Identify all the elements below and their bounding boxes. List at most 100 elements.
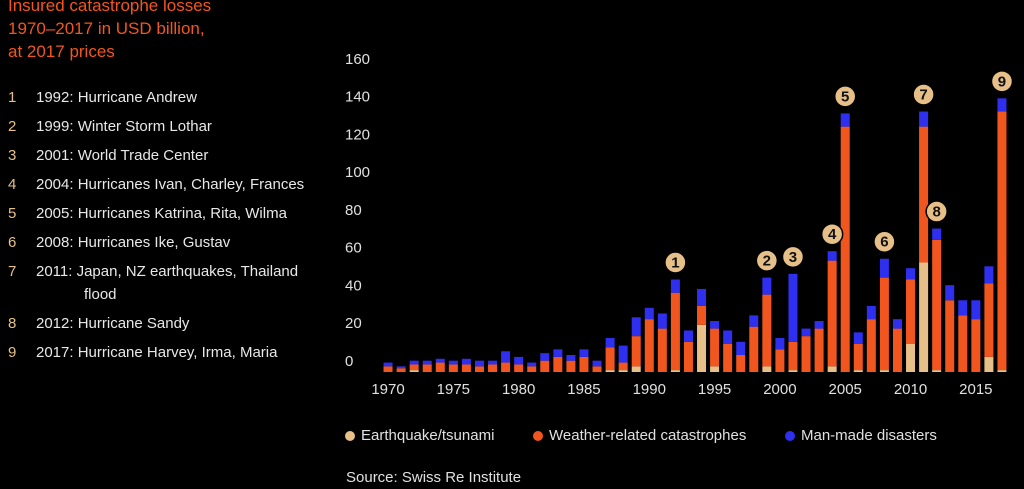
bar-segment xyxy=(592,366,602,372)
event-number: 3 xyxy=(8,147,17,164)
bar-segment xyxy=(866,305,876,320)
bar-segment xyxy=(461,358,471,365)
legend-label: Earthquake/tsunami xyxy=(361,427,494,444)
bar-segment xyxy=(945,300,955,372)
bar-segment xyxy=(644,319,654,372)
y-tick-label: 160 xyxy=(345,51,370,68)
bar-segment xyxy=(422,360,432,365)
title-line: at 2017 prices xyxy=(8,42,115,61)
bar-segment xyxy=(827,366,837,372)
bar-segment xyxy=(906,268,916,280)
bar-segment xyxy=(527,362,537,367)
bar-segment xyxy=(605,338,615,348)
legend-swatch xyxy=(345,431,355,441)
bar-segment xyxy=(997,370,1007,372)
bar-segment xyxy=(723,330,733,344)
event-text: 1992: Hurricane Andrew xyxy=(36,89,197,106)
bar-segment xyxy=(592,360,602,367)
y-tick-label: 100 xyxy=(345,164,370,181)
bar-segment xyxy=(409,364,419,371)
bar-segment xyxy=(566,355,576,361)
x-tick-label: 1975 xyxy=(437,381,470,398)
bar-segment xyxy=(840,126,850,372)
bar-segment xyxy=(618,362,628,371)
title: Insured catastrophe losses 1970–2017 in U… xyxy=(8,0,211,63)
bar-segment xyxy=(801,328,811,337)
event-text: 2001: World Trade Center xyxy=(36,147,209,164)
event-item: 9 2017: Hurricane Harvey, Irma, Maria xyxy=(8,341,318,364)
annotation-label: 9 xyxy=(998,73,1006,90)
bar-segment xyxy=(488,364,498,372)
bar-segment xyxy=(801,336,811,372)
y-tick-label: 120 xyxy=(345,126,370,143)
y-tick-label: 140 xyxy=(345,89,370,106)
bar-segment xyxy=(932,370,942,372)
annotation-label: 8 xyxy=(932,204,940,221)
annotation-marker xyxy=(990,70,1014,93)
bar-segment xyxy=(697,324,707,372)
bar-segment xyxy=(631,317,641,337)
bar-segment xyxy=(958,300,968,316)
annotation-label: 7 xyxy=(919,86,927,103)
bar-segment xyxy=(788,370,798,372)
bar-segment xyxy=(697,288,707,306)
bar-segment xyxy=(605,370,615,372)
event-item: 5 2005: Hurricanes Katrina, Rita, Wilma xyxy=(8,202,318,225)
x-tick-label: 1980 xyxy=(502,381,535,398)
x-tick-label: 2005 xyxy=(829,381,862,398)
event-number: 9 xyxy=(8,344,17,361)
bar-segment xyxy=(892,328,902,372)
event-number: 1 xyxy=(8,89,17,106)
event-item: 4 2004: Hurricanes Ivan, Charley, Frances xyxy=(8,173,318,196)
bar-segment xyxy=(984,356,994,372)
legend-swatch xyxy=(533,431,543,441)
event-number: 2 xyxy=(8,118,17,135)
event-item: 2 1999: Winter Storm Lothar xyxy=(8,115,318,138)
bar-segment xyxy=(514,364,524,372)
bar-segment xyxy=(422,364,432,372)
event-text: 2012: Hurricane Sandy xyxy=(36,315,190,332)
bar-segment xyxy=(448,360,458,365)
legend-label: Weather-related catastrophes xyxy=(549,427,746,444)
bar-segment xyxy=(579,349,589,357)
bar-segment xyxy=(553,349,563,357)
bar-segment xyxy=(919,126,929,263)
bar-segment xyxy=(631,336,641,367)
bar-segment xyxy=(971,319,981,372)
bar-segment xyxy=(644,307,654,320)
bar-segment xyxy=(906,279,916,344)
bar-segment xyxy=(853,370,863,372)
bar-segment xyxy=(697,305,707,325)
bar-segment xyxy=(657,313,667,329)
bar-segment xyxy=(501,362,511,372)
bar-segment xyxy=(383,362,393,367)
bar-segment xyxy=(879,258,889,278)
annotation-marker xyxy=(820,222,844,246)
bar-segment xyxy=(762,366,772,372)
y-tick-label: 20 xyxy=(345,315,362,332)
bar-segment xyxy=(514,356,524,365)
bar-segment xyxy=(762,277,772,295)
event-item: 3 2001: World Trade Center xyxy=(8,144,318,167)
bar-segment xyxy=(448,364,458,372)
bar-segment xyxy=(540,360,550,372)
bar-segment xyxy=(683,330,693,342)
bar-segment xyxy=(383,366,393,372)
event-number: 6 xyxy=(8,234,17,251)
bar-segment xyxy=(618,345,628,363)
source: Source: Swiss Re Institute xyxy=(346,469,521,486)
event-text: 1999: Winter Storm Lothar xyxy=(36,118,212,135)
bar-segment xyxy=(788,273,798,342)
y-tick-label: 0 xyxy=(345,353,353,370)
event-text: 2017: Hurricane Harvey, Irma, Maria xyxy=(36,344,278,361)
bar-segment xyxy=(827,251,837,261)
annotation-label: 3 xyxy=(789,249,797,266)
bar-segment xyxy=(736,341,746,356)
bar-segment xyxy=(396,366,406,369)
bar-segment xyxy=(566,360,576,372)
title-line: Insured catastrophe losses xyxy=(8,0,212,15)
bar-segment xyxy=(579,356,589,372)
bar-segment xyxy=(527,366,537,372)
annotation-label: 2 xyxy=(763,253,771,270)
event-number: 5 xyxy=(8,205,17,222)
